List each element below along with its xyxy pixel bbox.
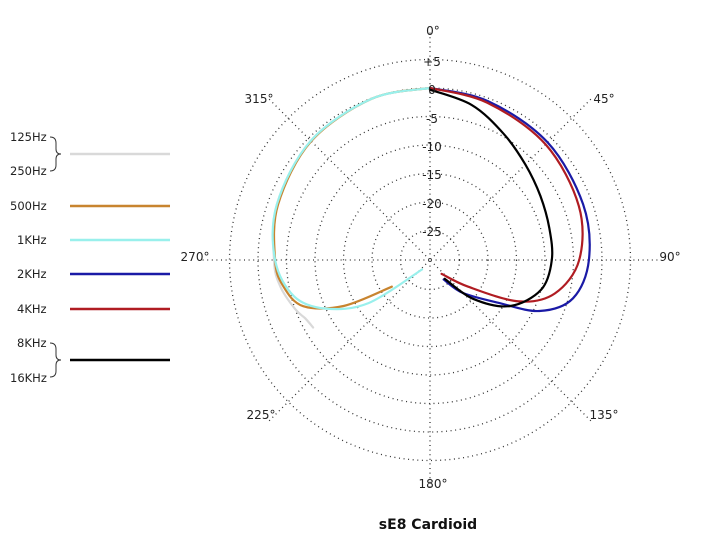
angle-label-315: 315° — [245, 92, 274, 106]
legend-label-4khz: 4KHz — [17, 302, 47, 316]
legend-label-250hz: 250Hz — [10, 164, 47, 178]
legend-label-8khz: 8KHz — [17, 336, 47, 350]
grid-spoke — [267, 260, 430, 423]
ring-label-minus5: -5 — [426, 112, 438, 126]
series-line-2khz — [428, 86, 591, 313]
series-line-125hz-250hz — [271, 86, 432, 329]
ring-label-minus20: -20 — [422, 197, 442, 211]
legend-label-1khz: 1KHz — [17, 233, 47, 247]
angle-label-135: 135° — [590, 408, 619, 422]
legend-brace-high — [49, 342, 62, 378]
legend-label-2khz: 2KHz — [17, 267, 47, 281]
series-line-1khz — [271, 86, 432, 311]
series-line-8khz-16khz — [428, 88, 554, 308]
grid-spoke — [430, 97, 593, 260]
grid-spoke — [267, 97, 430, 260]
angle-label-90: 90° — [659, 250, 680, 264]
grid-ring — [342, 172, 518, 348]
series-line-500hz — [272, 86, 432, 310]
angle-label-225: 225° — [247, 408, 276, 422]
ring-label-plus5: +5 — [423, 55, 441, 69]
angle-labels: 0° 45° 90° 135° 180° 225° 270° 315° — [181, 24, 681, 491]
ring-labels: +5 0 -5 -10 -15 -20 -25 — [422, 55, 442, 239]
angle-label-180: 180° — [419, 477, 448, 491]
angle-label-0: 0° — [426, 24, 440, 38]
series-line-4khz — [428, 86, 584, 303]
grid-ring — [228, 58, 632, 462]
legend-brace-low — [49, 136, 62, 172]
grid-spoke — [430, 260, 593, 423]
polar-curves — [271, 86, 591, 329]
ring-label-minus15: -15 — [422, 168, 442, 182]
angle-label-270: 270° — [181, 250, 210, 264]
grid-ring — [285, 115, 575, 405]
ring-label-minus10: -10 — [422, 140, 442, 154]
ring-label-minus25: -25 — [422, 225, 442, 239]
legend-label-125hz: 125Hz — [10, 130, 47, 144]
angle-label-45: 45° — [593, 92, 614, 106]
grid-ring — [371, 201, 489, 319]
legend: 125Hz 250Hz 500Hz 1KHz 2KHz 4KHz 8KHz 16… — [10, 130, 170, 385]
ring-label-0: 0 — [428, 83, 436, 97]
legend-label-500hz: 500Hz — [10, 199, 47, 213]
grid-ring — [314, 144, 546, 376]
legend-label-16khz: 16KHz — [10, 371, 47, 385]
chart-title: sE8 Cardioid — [379, 517, 477, 533]
